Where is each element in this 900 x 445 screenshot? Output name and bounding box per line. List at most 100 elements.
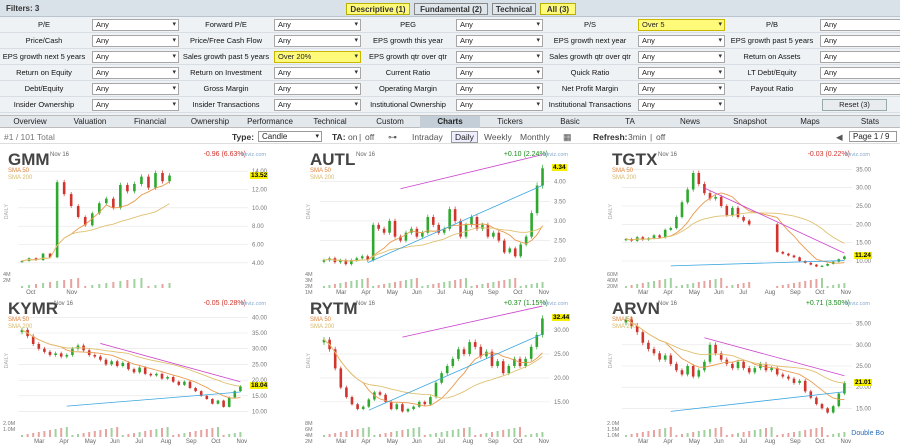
volume-bar — [43, 431, 46, 437]
filter-select[interactable]: Any▾ — [92, 99, 179, 111]
refresh-3min-link[interactable]: 3min — [628, 132, 647, 142]
ticker-symbol[interactable]: TGTX — [612, 150, 658, 169]
chart-autl[interactable]: 4.00 3.50 3.00 2.50 2.00 Mar Apr May Jun Jul Aug Se… — [304, 148, 598, 296]
tab-snapshot[interactable]: Snapshot — [733, 117, 767, 126]
tab-technical[interactable]: Technical — [492, 3, 536, 15]
ticker-symbol[interactable]: KYMR — [8, 299, 59, 318]
x-tick-label: May — [689, 290, 700, 296]
reset-button[interactable]: Reset (3) — [822, 99, 887, 111]
filter-select[interactable]: Any▾ — [638, 67, 725, 79]
filter-select[interactable]: Any▾ — [92, 83, 179, 95]
volume-bar — [328, 434, 331, 437]
filter-select[interactable]: Any▾ — [456, 83, 543, 95]
filter-select[interactable]: Any▾ — [274, 67, 361, 79]
filter-select[interactable]: Any▾ — [92, 51, 179, 63]
filters-count-label: Filters: 3 — [6, 4, 40, 13]
calendar-icon[interactable]: ▦ — [563, 132, 572, 142]
type-label: Type: — [232, 132, 255, 142]
volume-bar — [21, 286, 23, 288]
filter-select[interactable]: Any▾ — [274, 19, 361, 31]
tab-basic[interactable]: Basic — [560, 117, 580, 126]
filter-select[interactable]: Any▾ — [456, 99, 543, 111]
y-tick-label: 2.00 — [554, 258, 566, 264]
refresh-off-link[interactable]: off — [656, 132, 666, 142]
tab-custom[interactable]: Custom — [376, 117, 404, 126]
filter-select[interactable]: Any▾ — [820, 19, 900, 31]
tab-technical[interactable]: Technical — [313, 117, 347, 126]
filter-select[interactable]: Any▾ — [456, 67, 543, 79]
ticker-symbol[interactable]: GMM — [8, 150, 50, 169]
ta-on-link[interactable]: on — [348, 132, 358, 142]
chart-arvn[interactable]: 35.00 30.00 25.00 20.00 15.00 Mar Apr May Jun Jul… — [606, 297, 900, 445]
tab-fundamental[interactable]: Fundamental (2) — [414, 3, 488, 15]
filter-select[interactable]: Any▾ — [820, 51, 900, 63]
tab-all[interactable]: All (3) — [540, 3, 576, 15]
ta-off-link[interactable]: off — [365, 132, 375, 142]
filter-select[interactable]: Any▾ — [820, 35, 900, 47]
period-weekly[interactable]: Weekly — [484, 132, 512, 142]
tab-stats[interactable]: Stats — [860, 117, 880, 126]
volume-bar — [168, 283, 171, 288]
candle — [481, 224, 484, 229]
filter-select[interactable]: Any▾ — [456, 35, 543, 47]
prev-page-icon[interactable]: ◀ — [836, 132, 843, 142]
page-select[interactable]: Page 1 / 9 — [849, 131, 897, 142]
y-tick-label: 35.00 — [856, 167, 872, 173]
filter-select[interactable]: Over 20% ▾ — [274, 51, 361, 63]
filter-select[interactable]: Any▾ — [92, 35, 179, 47]
filter-select[interactable]: Any▾ — [92, 19, 179, 31]
candle — [233, 391, 237, 398]
filter-select[interactable]: Any▾ — [456, 51, 543, 63]
filter-select[interactable]: Any▾ — [638, 35, 725, 47]
chevron-down-icon: ▾ — [718, 37, 722, 44]
chart-gmm[interactable]: 14.0012.0010.008.006.004.00OctNov4M2MGMM… — [2, 148, 296, 296]
chart-rytm[interactable]: 30.00 25.00 20.00 15.00 Mar Apr May Jun Jul Aug Se… — [304, 297, 598, 445]
filter-select[interactable]: Any▾ — [638, 99, 725, 111]
tab-financial[interactable]: Financial — [133, 117, 166, 126]
period-monthly[interactable]: Monthly — [520, 132, 550, 142]
candle — [104, 359, 108, 365]
filter-select[interactable]: Any▾ — [274, 83, 361, 95]
crosshair-icon[interactable]: ⊶ — [388, 132, 397, 142]
ticker-symbol[interactable]: AUTL — [310, 150, 356, 169]
volume-bar — [355, 280, 358, 288]
chart-tgtx[interactable]: 35.00 30.00 25.00 20.00 15.00 10.00 Mar Apr May J… — [606, 148, 900, 296]
resistance-trendline — [402, 305, 543, 338]
tab-descriptive[interactable]: Descriptive (1) — [346, 3, 410, 15]
chart-kymr[interactable]: 40.00 35.00 30.00 25.00 20.00 15.00 10.00 Mar Ap… — [2, 297, 296, 445]
chart-type-select[interactable]: Candle ▾ — [258, 131, 322, 142]
filter-select-value: Any — [96, 84, 109, 93]
filter-select[interactable]: Any▾ — [274, 35, 361, 47]
filter-select[interactable]: Any▾ — [638, 83, 725, 95]
double-bottom-link[interactable]: Double Bo — [851, 430, 884, 437]
filter-select[interactable]: Any▾ — [638, 51, 725, 63]
tab-charts[interactable]: Charts — [420, 116, 480, 128]
tab-tickers[interactable]: Tickers — [497, 117, 523, 126]
filter-select[interactable]: Any▾ — [274, 99, 361, 111]
filter-select[interactable]: Over 5 ▾ — [638, 19, 725, 31]
ticker-symbol[interactable]: ARVN — [612, 299, 660, 318]
ticker-symbol[interactable]: RYTM — [310, 299, 358, 318]
tab-ta[interactable]: TA — [625, 117, 635, 126]
candle — [119, 184, 122, 208]
y-tick-label: 30.00 — [554, 328, 570, 334]
tab-news[interactable]: News — [679, 117, 700, 126]
filter-select[interactable]: Any▾ — [820, 67, 900, 79]
tab-maps[interactable]: Maps — [800, 117, 820, 126]
filter-select[interactable]: Any▾ — [820, 83, 900, 95]
filter-select[interactable]: Any▾ — [92, 67, 179, 79]
tab-performance[interactable]: Performance — [247, 117, 293, 126]
tab-valuation[interactable]: Valuation — [73, 117, 107, 126]
tab-overview[interactable]: Overview — [13, 117, 47, 126]
filter-select-value: Any — [460, 20, 473, 29]
filter-select[interactable]: Any▾ — [456, 19, 543, 31]
filter-select-value: Any — [278, 20, 291, 29]
price-change: -0.96 (6.63%) — [203, 151, 246, 158]
filter-label: EPS growth past 5 years — [730, 36, 814, 45]
tab-ownership[interactable]: Ownership — [190, 117, 230, 126]
x-tick-label: Nov — [539, 439, 550, 445]
period-daily[interactable]: Daily — [451, 131, 478, 143]
period-intraday[interactable]: Intraday — [412, 132, 443, 142]
volume-bar — [787, 433, 790, 437]
volume-bar — [507, 429, 510, 437]
